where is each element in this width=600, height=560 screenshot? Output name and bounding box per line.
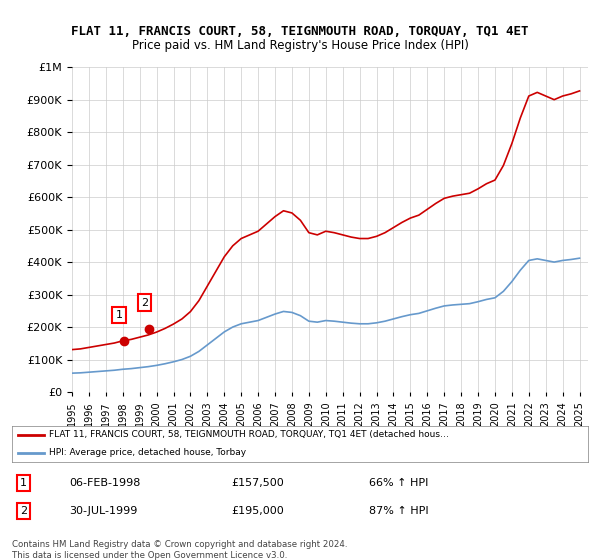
Text: 30-JUL-1999: 30-JUL-1999 [70,506,138,516]
Text: 1: 1 [116,310,123,320]
Text: £157,500: £157,500 [231,478,284,488]
Text: HPI: Average price, detached house, Torbay: HPI: Average price, detached house, Torb… [49,449,247,458]
Text: 06-FEB-1998: 06-FEB-1998 [70,478,141,488]
Text: FLAT 11, FRANCIS COURT, 58, TEIGNMOUTH ROAD, TORQUAY, TQ1 4ET (detached hous…: FLAT 11, FRANCIS COURT, 58, TEIGNMOUTH R… [49,430,449,439]
Text: 66% ↑ HPI: 66% ↑ HPI [369,478,428,488]
Text: FLAT 11, FRANCIS COURT, 58, TEIGNMOUTH ROAD, TORQUAY, TQ1 4ET: FLAT 11, FRANCIS COURT, 58, TEIGNMOUTH R… [71,25,529,38]
Text: 1: 1 [20,478,27,488]
Text: 87% ↑ HPI: 87% ↑ HPI [369,506,429,516]
Text: 2: 2 [141,298,148,307]
Text: £195,000: £195,000 [231,506,284,516]
Text: 2: 2 [20,506,27,516]
Text: Contains HM Land Registry data © Crown copyright and database right 2024.
This d: Contains HM Land Registry data © Crown c… [12,540,347,560]
Text: Price paid vs. HM Land Registry's House Price Index (HPI): Price paid vs. HM Land Registry's House … [131,39,469,52]
